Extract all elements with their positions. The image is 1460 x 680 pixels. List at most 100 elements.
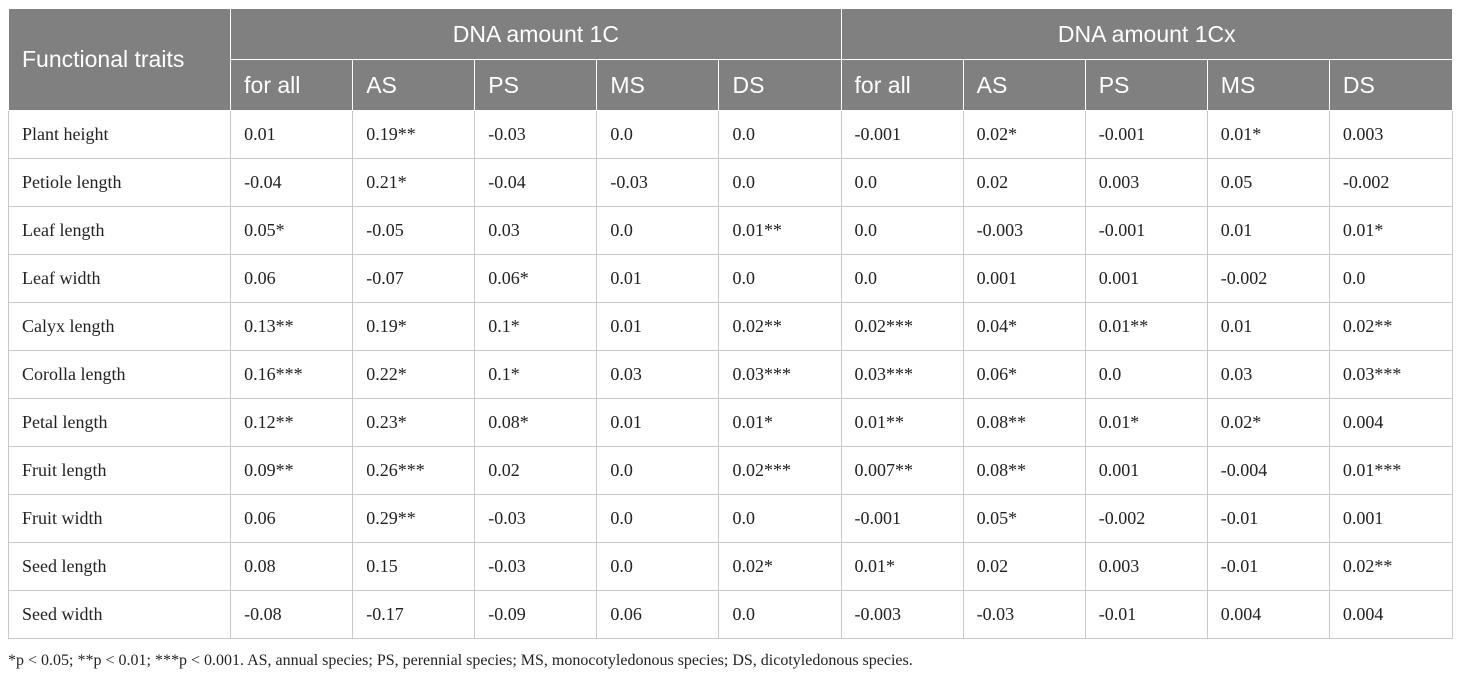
value-cell: 0.0 bbox=[718, 590, 842, 639]
value-cell: 0.01 bbox=[1206, 302, 1330, 351]
value-cell: 0.29** bbox=[352, 494, 476, 543]
value-cell: -0.03 bbox=[474, 494, 598, 543]
value-cell: -0.001 bbox=[1084, 110, 1208, 159]
value-cell: 0.01 bbox=[596, 302, 720, 351]
value-cell: 0.0 bbox=[1084, 350, 1208, 399]
value-cell: -0.09 bbox=[474, 590, 598, 639]
value-cell: 0.004 bbox=[1328, 590, 1454, 639]
value-cell: 0.0 bbox=[1328, 254, 1454, 303]
value-cell: 0.02** bbox=[1328, 302, 1454, 351]
value-cell: 0.0 bbox=[718, 494, 842, 543]
value-cell: -0.05 bbox=[352, 206, 476, 255]
value-cell: 0.15 bbox=[352, 542, 476, 591]
value-cell: 0.13** bbox=[230, 302, 354, 351]
subcol-1c-ms: MS bbox=[596, 59, 720, 111]
value-cell: -0.002 bbox=[1206, 254, 1330, 303]
value-cell: 0.01* bbox=[840, 542, 964, 591]
table-row: Seed length 0.08 0.15 -0.03 0.0 0.02* 0.01* 0.0… bbox=[7, 542, 1454, 591]
value-cell: -0.04 bbox=[474, 158, 598, 207]
subcol-1c-ds: DS bbox=[718, 59, 842, 111]
value-cell: 0.01 bbox=[596, 254, 720, 303]
value-cell: -0.003 bbox=[962, 206, 1086, 255]
value-cell: 0.03 bbox=[596, 350, 720, 399]
value-cell: 0.01 bbox=[230, 110, 354, 159]
value-cell: 0.01*** bbox=[1328, 446, 1454, 495]
trait-cell: Leaf length bbox=[7, 206, 232, 255]
trait-cell: Leaf width bbox=[7, 254, 232, 303]
value-cell: 0.0 bbox=[718, 254, 842, 303]
table-row: Plant height 0.01 0.19** -0.03 0.0 0.0 -0.001 0… bbox=[7, 110, 1454, 159]
value-cell: 0.04* bbox=[962, 302, 1086, 351]
table-row: Corolla length 0.16*** 0.22* 0.1* 0.03 0.03**… bbox=[7, 350, 1454, 399]
value-cell: -0.04 bbox=[230, 158, 354, 207]
header-row-subcolumns: for all AS PS MS DS for all AS PS MS DS bbox=[9, 59, 1454, 111]
value-cell: 0.001 bbox=[1328, 494, 1454, 543]
table-row: Leaf length 0.05* -0.05 0.03 0.0 0.01** 0.0 -0.… bbox=[7, 206, 1454, 255]
subcol-1cx-ds: DS bbox=[1328, 59, 1454, 111]
value-cell: 0.06* bbox=[474, 254, 598, 303]
value-cell: 0.06 bbox=[596, 590, 720, 639]
value-cell: 0.06 bbox=[230, 494, 354, 543]
group-header-1cx: DNA amount 1Cx bbox=[840, 8, 1454, 60]
table-row: Petiole length -0.04 0.21* -0.04 -0.03 0.0 0.0… bbox=[7, 158, 1454, 207]
value-cell: 0.007** bbox=[840, 446, 964, 495]
value-cell: 0.22* bbox=[352, 350, 476, 399]
value-cell: 0.0 bbox=[596, 206, 720, 255]
value-cell: 0.02*** bbox=[718, 446, 842, 495]
value-cell: 0.0 bbox=[596, 542, 720, 591]
table-row: Calyx length 0.13** 0.19* 0.1* 0.01 0.02** 0.0… bbox=[7, 302, 1454, 351]
value-cell: -0.01 bbox=[1206, 494, 1330, 543]
value-cell: -0.03 bbox=[474, 110, 598, 159]
value-cell: 0.19** bbox=[352, 110, 476, 159]
value-cell: 0.01 bbox=[596, 398, 720, 447]
value-cell: 0.02** bbox=[718, 302, 842, 351]
value-cell: 0.01* bbox=[718, 398, 842, 447]
value-cell: 0.0 bbox=[718, 158, 842, 207]
value-cell: -0.08 bbox=[230, 590, 354, 639]
value-cell: 0.08** bbox=[962, 398, 1086, 447]
value-cell: 0.03*** bbox=[718, 350, 842, 399]
functional-traits-header: Functional traits bbox=[7, 8, 232, 111]
value-cell: 0.19* bbox=[352, 302, 476, 351]
value-cell: -0.03 bbox=[474, 542, 598, 591]
value-cell: 0.12** bbox=[230, 398, 354, 447]
value-cell: 0.05* bbox=[230, 206, 354, 255]
trait-cell: Seed width bbox=[7, 590, 232, 639]
table-body: Plant height 0.01 0.19** -0.03 0.0 0.0 -0.001 0… bbox=[7, 110, 1454, 639]
value-cell: 0.05 bbox=[1206, 158, 1330, 207]
value-cell: 0.02 bbox=[474, 446, 598, 495]
value-cell: 0.003 bbox=[1084, 542, 1208, 591]
subcol-1c-ps: PS bbox=[474, 59, 598, 111]
value-cell: 0.01* bbox=[1328, 206, 1454, 255]
value-cell: -0.004 bbox=[1206, 446, 1330, 495]
value-cell: 0.02* bbox=[1206, 398, 1330, 447]
value-cell: 0.03 bbox=[1206, 350, 1330, 399]
value-cell: 0.0 bbox=[596, 494, 720, 543]
value-cell: -0.01 bbox=[1206, 542, 1330, 591]
value-cell: 0.01** bbox=[1084, 302, 1208, 351]
value-cell: 0.08** bbox=[962, 446, 1086, 495]
table-row: Fruit length 0.09** 0.26*** 0.02 0.0 0.02*** 0… bbox=[7, 446, 1454, 495]
subcol-1c-as: AS bbox=[352, 59, 476, 111]
value-cell: -0.001 bbox=[840, 494, 964, 543]
subcol-1c-for-all: for all bbox=[230, 59, 354, 111]
header-row-groups: Functional traits DNA amount 1C DNA amou… bbox=[7, 8, 1454, 111]
value-cell: -0.17 bbox=[352, 590, 476, 639]
subcol-1cx-as: AS bbox=[962, 59, 1086, 111]
trait-cell: Corolla length bbox=[7, 350, 232, 399]
subcol-1cx-for-all: for all bbox=[840, 59, 964, 111]
table-row: Petal length 0.12** 0.23* 0.08* 0.01 0.01* 0.0… bbox=[7, 398, 1454, 447]
table-row: Seed width -0.08 -0.17 -0.09 0.06 0.0 -0.003 -0… bbox=[7, 590, 1454, 639]
table-row: Fruit width 0.06 0.29** -0.03 0.0 0.0 -0.001 0.… bbox=[7, 494, 1454, 543]
value-cell: 0.16*** bbox=[230, 350, 354, 399]
value-cell: 0.004 bbox=[1206, 590, 1330, 639]
value-cell: 0.02* bbox=[718, 542, 842, 591]
table-row: Leaf width 0.06 -0.07 0.06* 0.01 0.0 0.0 0.001 0… bbox=[7, 254, 1454, 303]
correlation-table: Functional traits DNA amount 1C DNA amou… bbox=[7, 8, 1454, 639]
value-cell: 0.23* bbox=[352, 398, 476, 447]
table-header: Functional traits DNA amount 1C DNA amou… bbox=[7, 8, 1454, 111]
value-cell: 0.0 bbox=[840, 158, 964, 207]
value-cell: 0.03*** bbox=[1328, 350, 1454, 399]
value-cell: 0.02 bbox=[962, 158, 1086, 207]
trait-cell: Fruit width bbox=[7, 494, 232, 543]
